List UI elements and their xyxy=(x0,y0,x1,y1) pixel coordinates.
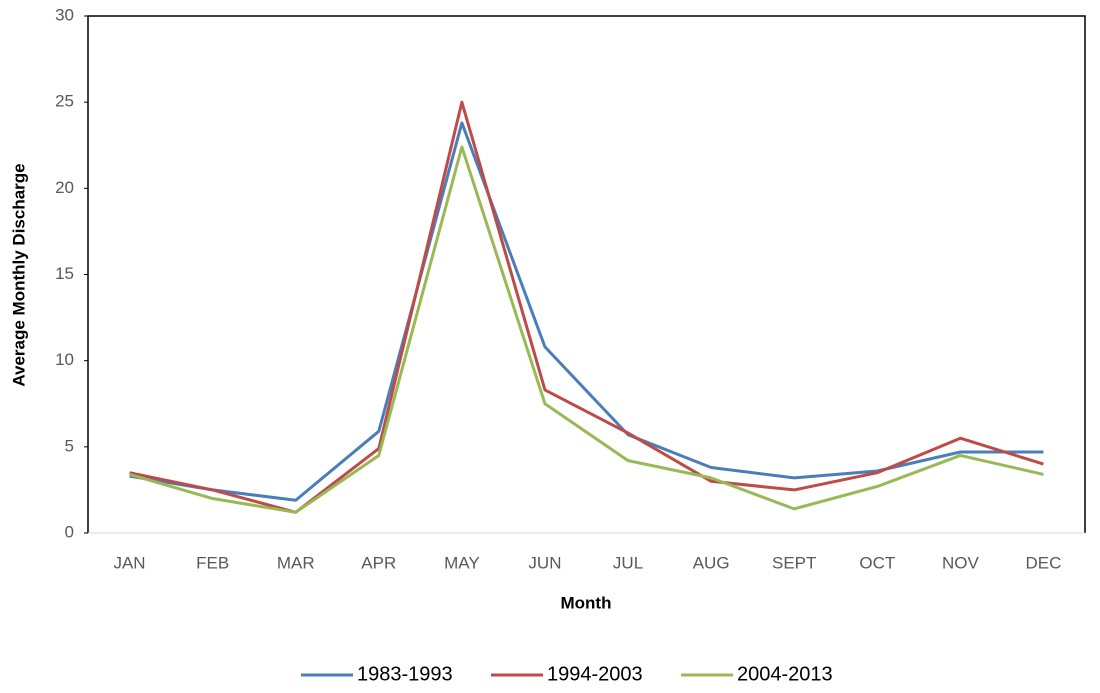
x-axis-label: Month xyxy=(561,593,612,612)
y-tick-label: 15 xyxy=(55,264,74,283)
y-tick-label: 25 xyxy=(55,92,74,111)
legend-label: 1983-1993 xyxy=(357,663,453,685)
line-series xyxy=(129,145,1044,514)
x-tick-label: MAY xyxy=(444,553,480,572)
line-series xyxy=(129,121,1044,502)
y-tick-label: 0 xyxy=(65,522,74,541)
x-tick-label: NOV xyxy=(942,553,980,572)
x-tick-label: MAR xyxy=(277,553,315,572)
x-tick-label: JAN xyxy=(113,553,145,572)
x-tick-label: JUL xyxy=(613,553,643,572)
x-tick-label: SEPT xyxy=(772,553,816,572)
x-tick-label: FEB xyxy=(196,553,229,572)
x-tick-label: DEC xyxy=(1026,553,1062,572)
line-series xyxy=(129,100,1044,514)
x-tick-label: JUN xyxy=(528,553,561,572)
plot-frame xyxy=(87,15,1086,533)
x-tick-label: OCT xyxy=(859,553,895,572)
x-tick-label: AUG xyxy=(693,553,730,572)
y-tick-label: 5 xyxy=(65,436,74,455)
y-tick-label: 10 xyxy=(55,350,74,369)
legend-label: 2004-2013 xyxy=(737,663,833,685)
y-tick-label: 30 xyxy=(55,5,74,24)
x-tick-label: APR xyxy=(361,553,396,572)
legend-label: 1994-2003 xyxy=(547,663,643,685)
y-tick-label: 20 xyxy=(55,178,74,197)
y-axis-label: Average Monthly Discharge xyxy=(9,163,28,386)
